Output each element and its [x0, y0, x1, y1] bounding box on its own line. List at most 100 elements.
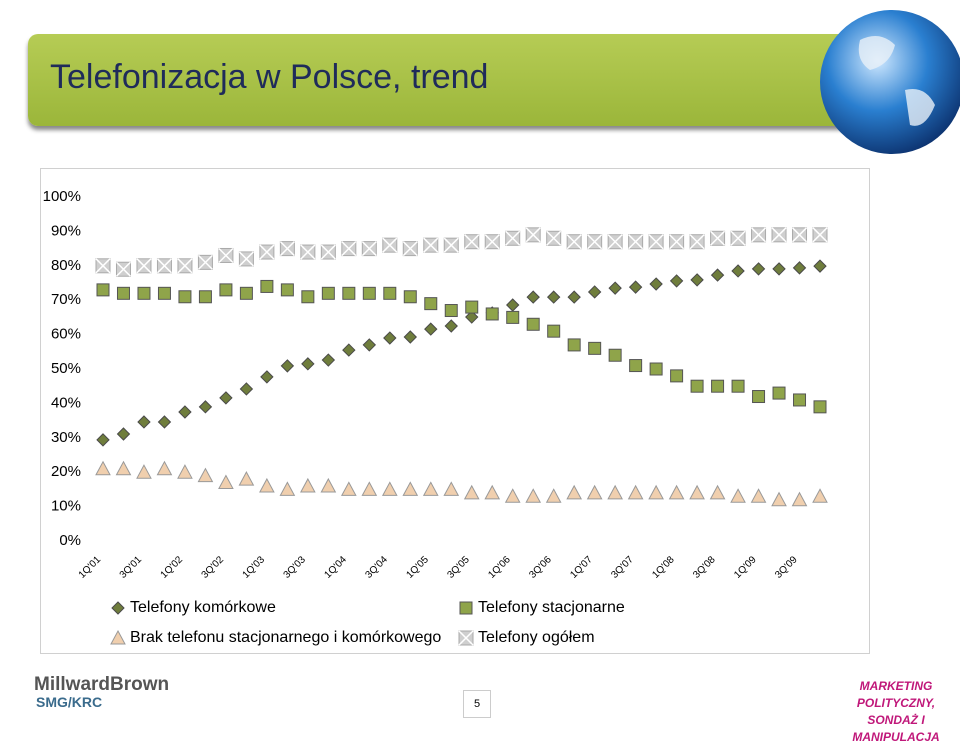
square-marker — [670, 369, 684, 383]
triangle-marker — [504, 488, 521, 503]
diamond-marker — [157, 415, 172, 429]
diamond-marker — [792, 261, 807, 275]
x-square-marker — [607, 234, 623, 250]
triangle-marker — [361, 481, 378, 496]
diamond-marker — [628, 280, 643, 294]
triangle-marker — [279, 481, 296, 496]
diamond-marker — [546, 290, 561, 304]
square-marker — [485, 307, 499, 321]
square-marker — [772, 386, 786, 400]
triangle-marker — [648, 484, 664, 500]
x-square-marker — [566, 234, 582, 250]
diamond-marker — [178, 405, 192, 419]
diamond-marker — [198, 400, 213, 414]
triangle-marker — [607, 484, 623, 500]
legend-label: Telefony ogółem — [478, 629, 595, 646]
x-tick-label: 1Q'01 — [77, 554, 104, 581]
square-marker — [116, 286, 130, 300]
legend-label: Brak telefonu stacjonarnego i komórkoweg… — [130, 629, 441, 646]
square-marker — [711, 379, 725, 393]
y-tick-label: 20% — [51, 463, 81, 480]
x-square-marker — [812, 227, 828, 243]
triangle-marker — [156, 460, 173, 476]
x-tick-label: 1Q'04 — [323, 554, 350, 581]
x-square-marker — [402, 241, 418, 257]
diamond-marker — [772, 262, 786, 276]
square-marker — [588, 341, 602, 355]
x-square-marker — [361, 241, 377, 257]
x-square-marker — [505, 230, 521, 246]
x-tick-label: 1Q'08 — [650, 554, 677, 581]
triangle-marker — [463, 484, 480, 500]
x-square-marker — [710, 230, 726, 246]
diamond-marker — [301, 357, 315, 371]
x-square-marker — [669, 234, 685, 250]
diamond-marker — [444, 319, 458, 333]
square-marker — [260, 279, 274, 293]
x-square-marker — [423, 237, 439, 253]
triangle-marker — [136, 464, 152, 479]
footer-logo-line: SONDAŻ I MANIPULACJA — [852, 713, 940, 744]
diamond-marker — [669, 274, 684, 288]
x-square-marker — [238, 251, 254, 267]
y-tick-label: 30% — [51, 429, 81, 446]
square-marker — [96, 283, 110, 297]
diamond-marker — [710, 268, 725, 282]
diamond-marker — [321, 353, 336, 367]
x-tick-label: 1Q'05 — [404, 554, 431, 581]
diamond-marker — [424, 322, 438, 336]
slide-title: Telefonizacja w Polsce, trend — [50, 58, 489, 96]
logo-brand: MillwardBrown — [34, 674, 170, 695]
square-marker — [567, 338, 581, 352]
footer-logo: MARKETING POLITYCZNY, SONDAŻ I MANIPULACJ… — [836, 678, 956, 746]
square-marker — [731, 379, 745, 393]
triangle-marker — [627, 484, 644, 500]
x-square-marker — [525, 227, 541, 243]
square-marker — [465, 300, 479, 314]
x-square-marker — [197, 254, 213, 270]
triangle-marker — [566, 484, 583, 500]
square-marker — [178, 290, 192, 304]
triangle-marker — [750, 488, 767, 503]
diamond-marker — [280, 359, 295, 373]
y-tick-label: 90% — [51, 222, 81, 239]
triangle-marker — [95, 460, 111, 476]
square-marker — [752, 390, 766, 404]
y-tick-label: 60% — [51, 326, 81, 343]
square-marker — [813, 400, 827, 414]
y-tick-label: 50% — [51, 360, 81, 377]
square-marker — [239, 286, 253, 300]
x-tick-label: 3Q'05 — [445, 554, 472, 581]
square-marker — [301, 290, 315, 304]
square-marker — [526, 317, 540, 331]
triangle-marker — [443, 481, 460, 496]
globe — [820, 10, 960, 154]
diamond-marker — [649, 277, 663, 291]
y-tick-label: 0% — [59, 532, 81, 549]
x-square-marker — [382, 237, 398, 253]
diamond-marker — [383, 331, 397, 345]
diamond-marker — [587, 285, 602, 299]
x-square-marker — [443, 237, 459, 253]
square-marker — [547, 324, 561, 338]
x-tick-label: 3Q'04 — [363, 554, 390, 581]
square-marker — [280, 283, 294, 297]
diamond-marker — [116, 427, 131, 441]
triangle-marker — [484, 484, 501, 500]
x-square-marker — [300, 244, 316, 260]
triangle-marker — [238, 471, 255, 486]
square-marker — [424, 297, 438, 311]
x-square-marker — [156, 258, 172, 274]
triangle-marker — [259, 477, 275, 493]
x-square-marker — [648, 234, 664, 250]
diamond-marker — [506, 298, 520, 312]
triangle-marker — [771, 491, 787, 507]
square-marker — [506, 310, 520, 324]
x-square-marker — [587, 234, 603, 250]
diamond-marker — [567, 290, 581, 304]
x-square-marker — [791, 227, 808, 243]
x-square-marker — [279, 241, 295, 257]
triangle-marker — [197, 467, 214, 483]
title-bar — [28, 34, 908, 126]
square-marker — [137, 286, 151, 300]
